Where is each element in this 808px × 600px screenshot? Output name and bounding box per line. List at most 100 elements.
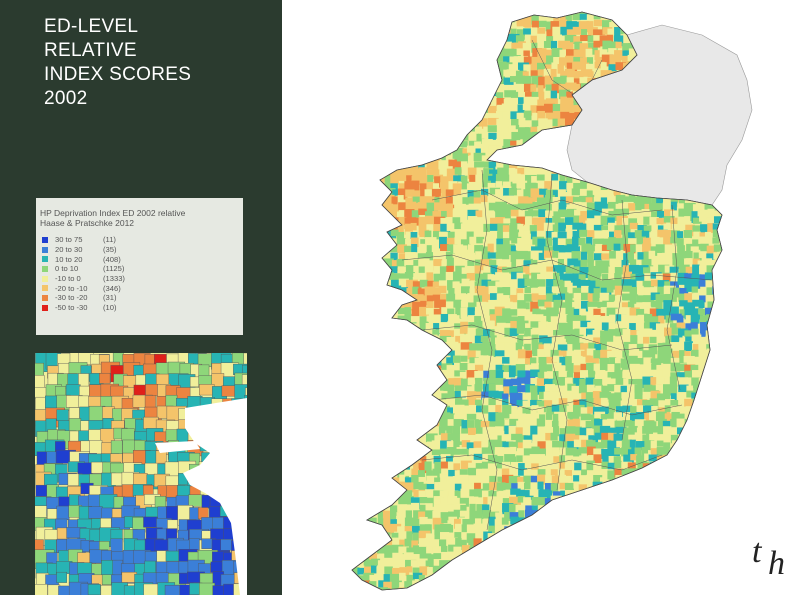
ed-cell [348,490,358,497]
ed-cell [720,504,730,515]
ed-cell [735,426,741,437]
ed-cell [691,21,700,30]
ed-cell [754,281,761,288]
ed-cell [733,442,741,450]
ed-cell [628,7,635,14]
ed-cell [503,259,510,266]
ed-cell [684,342,692,351]
ed-cell [754,406,766,414]
ed-cell [727,29,737,36]
ed-cell [461,105,470,114]
ed-cell [692,0,698,5]
ed-cell [756,442,767,449]
ed-cell [532,517,542,525]
ed-cell [405,337,414,345]
ed-cell [747,14,756,24]
ed-cell [348,140,355,148]
ed-cell [748,476,760,483]
ed-cell [357,295,366,304]
ed-cell [748,22,758,30]
ed-cell [516,84,525,92]
ed-cell [643,489,650,496]
ed-cell [601,371,607,378]
ed-cell [391,405,402,416]
ed-cell [364,414,373,425]
ed-cell [397,456,403,466]
ed-cell [728,181,739,190]
ed-cell [755,293,766,300]
ed-cell [741,245,752,255]
ed-cell [433,49,441,56]
ed-cell [518,510,524,518]
ed-cell [714,378,723,385]
ed-cell [482,70,493,80]
ed-cell [363,405,372,412]
ed-cell [539,517,546,525]
ed-cell [378,406,386,415]
ed-cell [455,70,462,78]
ed-cell [679,477,690,486]
ed-cell [476,15,486,26]
ed-cell [670,503,680,511]
ed-cell [693,7,704,18]
ed-cell [370,244,380,253]
ed-cell [343,468,354,475]
ed-cell [390,64,400,71]
ed-cell [609,510,619,519]
ed-cell [405,342,412,351]
ed-cell [363,169,374,178]
ed-cell [706,475,715,481]
ed-cell [720,393,728,401]
ed-cell [342,42,353,50]
ed-cell [399,98,409,107]
ed-cell [728,489,735,496]
ed-cell [399,343,405,352]
ed-cell [726,420,736,429]
ed-cell [698,391,705,399]
ed-cell [418,357,429,368]
ed-cell [665,1,671,8]
ed-cell [404,461,410,470]
ed-cell [391,71,402,78]
ed-cell [433,36,443,45]
ed-cell [357,230,369,238]
ed-cell [747,358,757,366]
ed-cell [69,418,81,431]
ed-cell [475,34,485,42]
ireland-map-svg [282,0,808,595]
ed-cell [733,35,740,41]
ed-cell [341,148,349,159]
ed-cell [343,526,351,533]
ed-cell [392,386,398,396]
ed-cell [754,62,764,70]
ed-cell [705,491,713,497]
ed-cell [362,64,371,74]
ed-cell [432,405,438,416]
ed-cell [728,510,735,516]
ed-cell [57,410,69,421]
ed-cell [441,27,452,39]
ed-cell [608,329,616,336]
ed-cell [391,21,401,29]
ed-cell [448,77,455,83]
ed-cell [383,399,392,405]
ed-cell [370,442,378,451]
ed-cell [476,1,488,12]
ed-cell [377,393,389,403]
ed-cell [425,28,436,37]
ed-cell [357,69,365,78]
ed-cell [755,14,764,23]
ed-cell [517,328,524,334]
ed-cell [392,99,401,110]
ed-cell [391,7,401,19]
ed-cell [412,69,419,77]
ed-cell [469,13,478,20]
legend-item: -10 to 0(1333) [42,274,143,284]
ed-cell [419,104,429,114]
ed-cell [426,22,438,32]
ed-cell [518,147,528,158]
ed-cell [489,34,500,41]
ed-cell [670,237,677,243]
ed-cell [560,503,567,514]
ed-cell [420,420,426,432]
